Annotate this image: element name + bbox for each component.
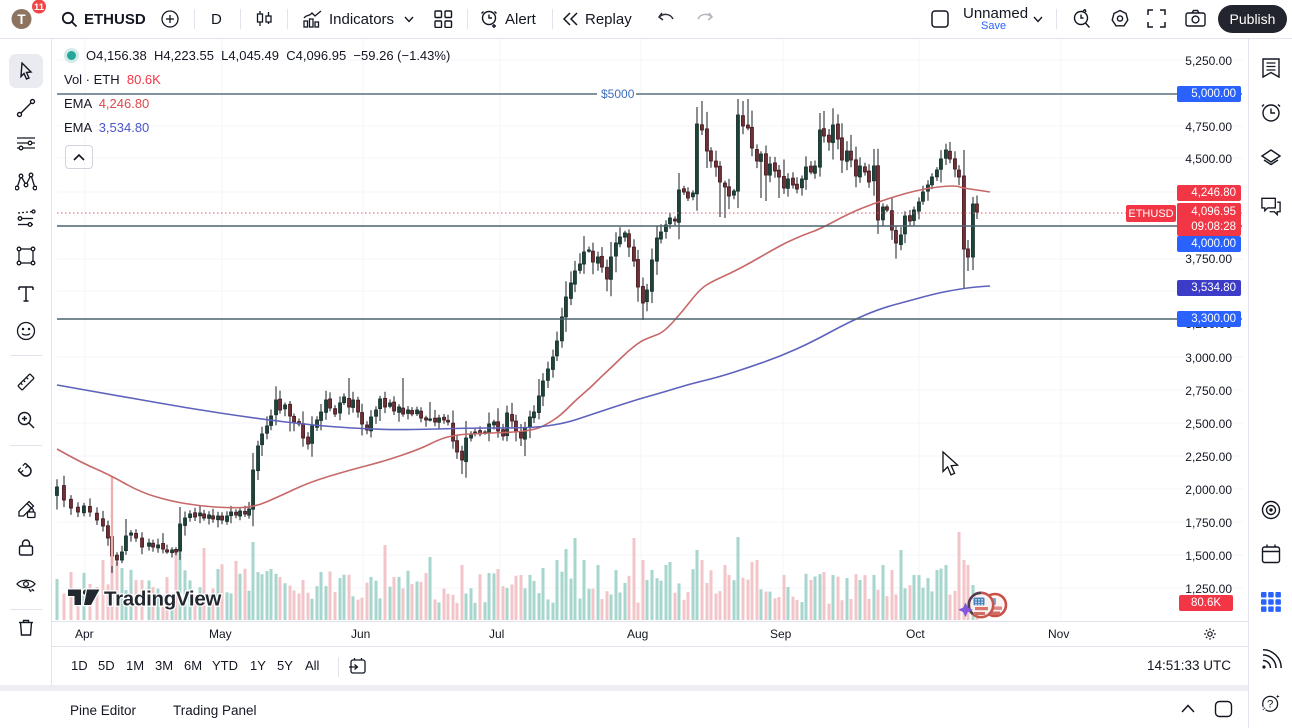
svg-text:11: 11 xyxy=(34,2,45,13)
svg-text:T: T xyxy=(17,12,26,27)
svg-text:$5000: $5000 xyxy=(601,87,635,101)
svg-text:TradingView: TradingView xyxy=(104,588,221,611)
svg-text:?: ? xyxy=(1267,699,1273,711)
